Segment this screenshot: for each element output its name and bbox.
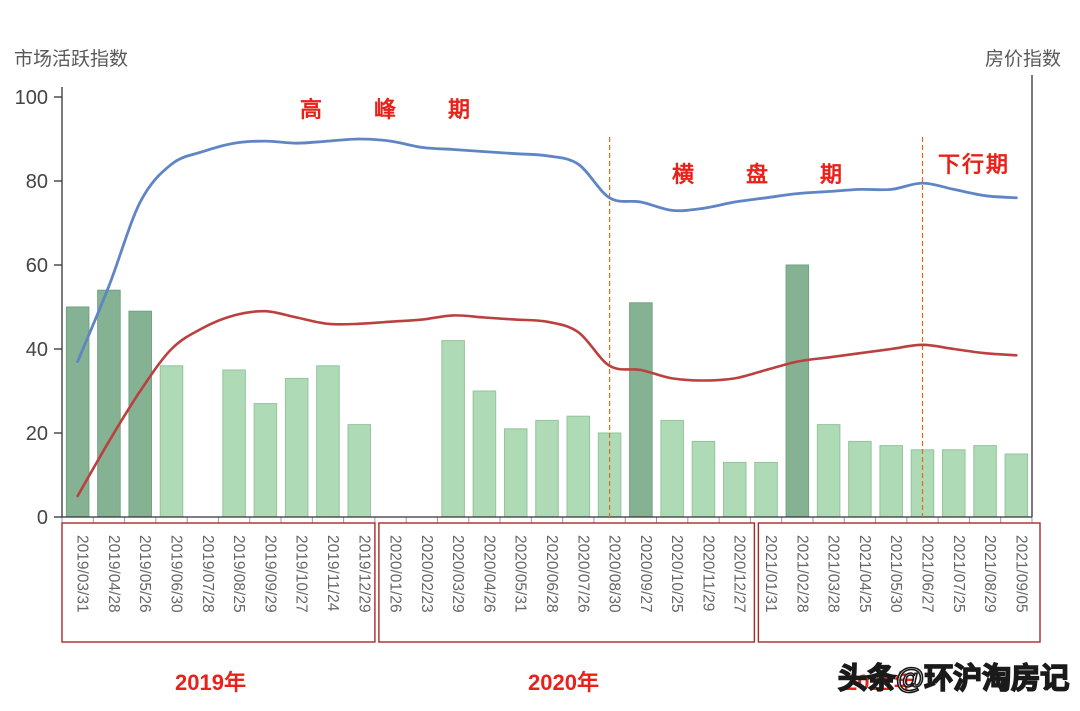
svg-text:80: 80 xyxy=(26,171,48,193)
svg-text:2020/06/28: 2020/06/28 xyxy=(543,535,560,613)
svg-text:2019/05/26: 2019/05/26 xyxy=(136,535,153,613)
svg-text:2021/09/05: 2021/09/05 xyxy=(1012,535,1029,613)
svg-text:2020/11/29: 2020/11/29 xyxy=(699,535,716,611)
svg-text:2020/09/27: 2020/09/27 xyxy=(637,535,654,613)
svg-text:2020/07/26: 2020/07/26 xyxy=(574,535,591,613)
svg-text:2019/03/31: 2019/03/31 xyxy=(74,535,91,613)
svg-text:2020/10/25: 2020/10/25 xyxy=(668,535,685,613)
svg-text:2021/04/25: 2021/04/25 xyxy=(856,535,873,613)
svg-text:2019/10/27: 2019/10/27 xyxy=(293,535,310,613)
svg-text:2019/11/24: 2019/11/24 xyxy=(324,535,341,612)
svg-text:2021/06/27: 2021/06/27 xyxy=(918,535,935,613)
svg-text:2019/04/28: 2019/04/28 xyxy=(105,535,122,613)
svg-text:2019/06/30: 2019/06/30 xyxy=(168,535,185,613)
svg-text:2019/09/29: 2019/09/29 xyxy=(261,535,278,613)
svg-text:2021/07/25: 2021/07/25 xyxy=(950,535,967,613)
svg-text:2020/04/26: 2020/04/26 xyxy=(480,535,497,613)
svg-text:20: 20 xyxy=(26,423,48,445)
svg-text:2019/07/28: 2019/07/28 xyxy=(199,535,216,613)
svg-text:2021/08/29: 2021/08/29 xyxy=(981,535,998,613)
svg-text:2020/03/29: 2020/03/29 xyxy=(449,535,466,613)
svg-text:100: 100 xyxy=(15,87,48,109)
svg-text:2021/02/28: 2021/02/28 xyxy=(793,535,810,613)
svg-text:2019/12/29: 2019/12/29 xyxy=(355,535,372,613)
svg-text:0: 0 xyxy=(37,507,48,529)
svg-text:60: 60 xyxy=(26,255,48,277)
svg-text:2021/01/31: 2021/01/31 xyxy=(762,535,779,613)
svg-text:2020/02/23: 2020/02/23 xyxy=(418,535,435,613)
svg-text:2019/08/25: 2019/08/25 xyxy=(230,535,247,613)
svg-text:2020/08/30: 2020/08/30 xyxy=(606,535,623,613)
svg-text:2020/01/26: 2020/01/26 xyxy=(387,535,404,613)
svg-text:2021/05/30: 2021/05/30 xyxy=(887,535,904,613)
svg-text:2020/12/27: 2020/12/27 xyxy=(731,535,748,613)
svg-text:2020/05/31: 2020/05/31 xyxy=(512,535,529,613)
svg-text:40: 40 xyxy=(26,339,48,361)
svg-text:2021/03/28: 2021/03/28 xyxy=(825,535,842,613)
